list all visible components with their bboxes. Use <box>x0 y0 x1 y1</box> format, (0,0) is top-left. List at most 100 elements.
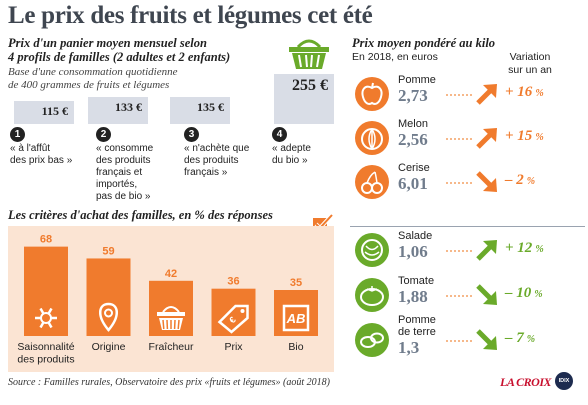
profile-caption-line: français et <box>96 167 143 178</box>
basket-price: 115 € <box>41 104 68 118</box>
tomato-icon <box>355 278 389 312</box>
basket-price: 135 € <box>197 100 224 114</box>
profile-caption-line: « à l'affût <box>10 143 51 154</box>
variation-number: – 7 <box>505 330 524 346</box>
bar-value-label: 36 <box>227 276 239 288</box>
dotted-leader <box>446 295 472 297</box>
category-label: Bio <box>288 341 303 353</box>
profile-caption-line: « adepte <box>272 143 311 154</box>
bar-1 <box>86 258 131 336</box>
dotted-leader <box>446 182 472 184</box>
melon-icon <box>355 121 389 155</box>
profile-number-2: 2 <box>96 127 111 142</box>
variation-percent: % <box>526 334 536 345</box>
basket-box-3: 135 € <box>170 97 230 124</box>
dotted-leader <box>446 138 472 140</box>
profile-caption-line: des produits <box>184 155 239 166</box>
bar-value-label: 42 <box>165 268 177 280</box>
idix-badge: IDIX <box>555 372 573 390</box>
potato-icon <box>355 323 389 357</box>
item-name: Pomme <box>398 74 436 86</box>
basket-subtitle-line2: de 400 grammes de fruits et légumes <box>8 79 170 91</box>
item-name-line: Salade <box>398 230 433 242</box>
cherry-icon <box>355 165 389 199</box>
profile-caption-1: « à l'affût des prix bas » <box>10 143 72 167</box>
basket-price: 133 € <box>115 100 142 114</box>
item-name-line: Pomme <box>398 314 436 326</box>
variation-value: – 2% <box>505 172 535 189</box>
ab-label-icon: AB <box>282 304 310 332</box>
bar-value-label: 59 <box>102 245 114 257</box>
item-price: 2,73 <box>398 86 428 105</box>
category-label: Saisonnalité <box>17 341 74 353</box>
basket-icon <box>289 39 329 69</box>
svg-text:AB: AB <box>286 311 306 326</box>
profile-caption-line: pas de bio » <box>96 191 151 202</box>
bar-4 <box>274 290 318 336</box>
item-name-line: de terre <box>398 326 436 338</box>
profile-caption-2: « consomme des produits français et importé… <box>96 143 153 203</box>
basket-box-1: 115 € <box>14 101 74 124</box>
item-name-line: Pomme <box>398 74 436 86</box>
variation-percent: % <box>535 88 544 99</box>
basket-price: 255 € <box>292 77 328 94</box>
profile-caption-line: des prix bas » <box>10 155 73 166</box>
variation-number: + 16 <box>505 84 533 100</box>
profile-caption-line: français » <box>184 167 228 178</box>
apple-icon <box>355 77 389 111</box>
prices-subtitle: En 2018, en euros <box>352 51 438 63</box>
variation-number: + 15 <box>505 128 533 144</box>
profile-caption-line: des produits <box>96 155 151 166</box>
bar-value-label: 68 <box>40 234 52 246</box>
basket-box-4: 255 € <box>274 74 334 124</box>
source-note: Source : Familles rurales, Observatoire … <box>8 377 330 388</box>
variation-value: – 7% <box>505 330 535 347</box>
item-name-line: Cerise <box>398 162 430 174</box>
arrow-up-icon <box>474 237 500 263</box>
variation-header-line1: Variation <box>509 51 551 63</box>
arrow-down-icon <box>474 282 500 308</box>
profile-number-1: 1 <box>10 127 25 142</box>
variation-percent: % <box>535 244 544 255</box>
basket-subtitle-line1: Base d'une consommation quotidienne <box>8 66 178 78</box>
item-name: Melon <box>398 118 428 130</box>
profile-caption-4: « adepte du bio » <box>272 143 311 167</box>
chart-title: Les critères d'achat des familles, en % … <box>8 208 273 222</box>
profile-caption-line: du bio » <box>272 155 308 166</box>
svg-text:€: € <box>227 315 238 326</box>
lettuce-icon <box>355 233 389 267</box>
variation-value: + 16% <box>505 84 544 101</box>
category-label: Prix <box>224 341 243 353</box>
arrow-up-icon <box>474 81 500 107</box>
basket-title-line1: Prix d'un panier moyen mensuel selon <box>8 36 207 50</box>
profile-number-3: 3 <box>184 127 199 142</box>
variation-percent: % <box>526 176 536 187</box>
item-name: Tomate <box>398 275 434 287</box>
variation-value: + 15% <box>505 128 544 145</box>
variation-percent: % <box>534 289 543 300</box>
dotted-leader <box>446 94 472 96</box>
variation-number: – 10 <box>505 285 532 301</box>
variation-number: + 12 <box>505 240 533 256</box>
item-price: 6,01 <box>398 174 428 193</box>
item-price: 1,88 <box>398 287 428 306</box>
sun-snow-icon <box>35 307 57 329</box>
divider <box>350 226 585 227</box>
item-price: 2,56 <box>398 130 428 149</box>
category-label: des produits <box>17 354 74 366</box>
profile-caption-line: « n'achète que <box>184 143 250 154</box>
price-tag-icon: € <box>217 304 249 334</box>
item-name-line: Tomate <box>398 275 435 287</box>
variation-header-line2: sur un an <box>508 64 552 76</box>
basket-icon <box>157 306 185 330</box>
basket-box-2: 133 € <box>88 97 148 124</box>
arrow-down-icon <box>474 327 500 353</box>
basket-subtitle: Base d'une consommation quotidienne de 4… <box>8 66 177 92</box>
dotted-leader <box>446 340 472 342</box>
variation-value: – 10% <box>505 285 543 302</box>
variation-number: – 2 <box>505 172 524 188</box>
variation-percent: % <box>535 132 544 143</box>
prices-title: Prix moyen pondéré au kilo <box>352 36 496 50</box>
page-title: Le prix des fruits et légumes cet été <box>8 2 373 29</box>
bar-value-label: 35 <box>290 277 302 289</box>
